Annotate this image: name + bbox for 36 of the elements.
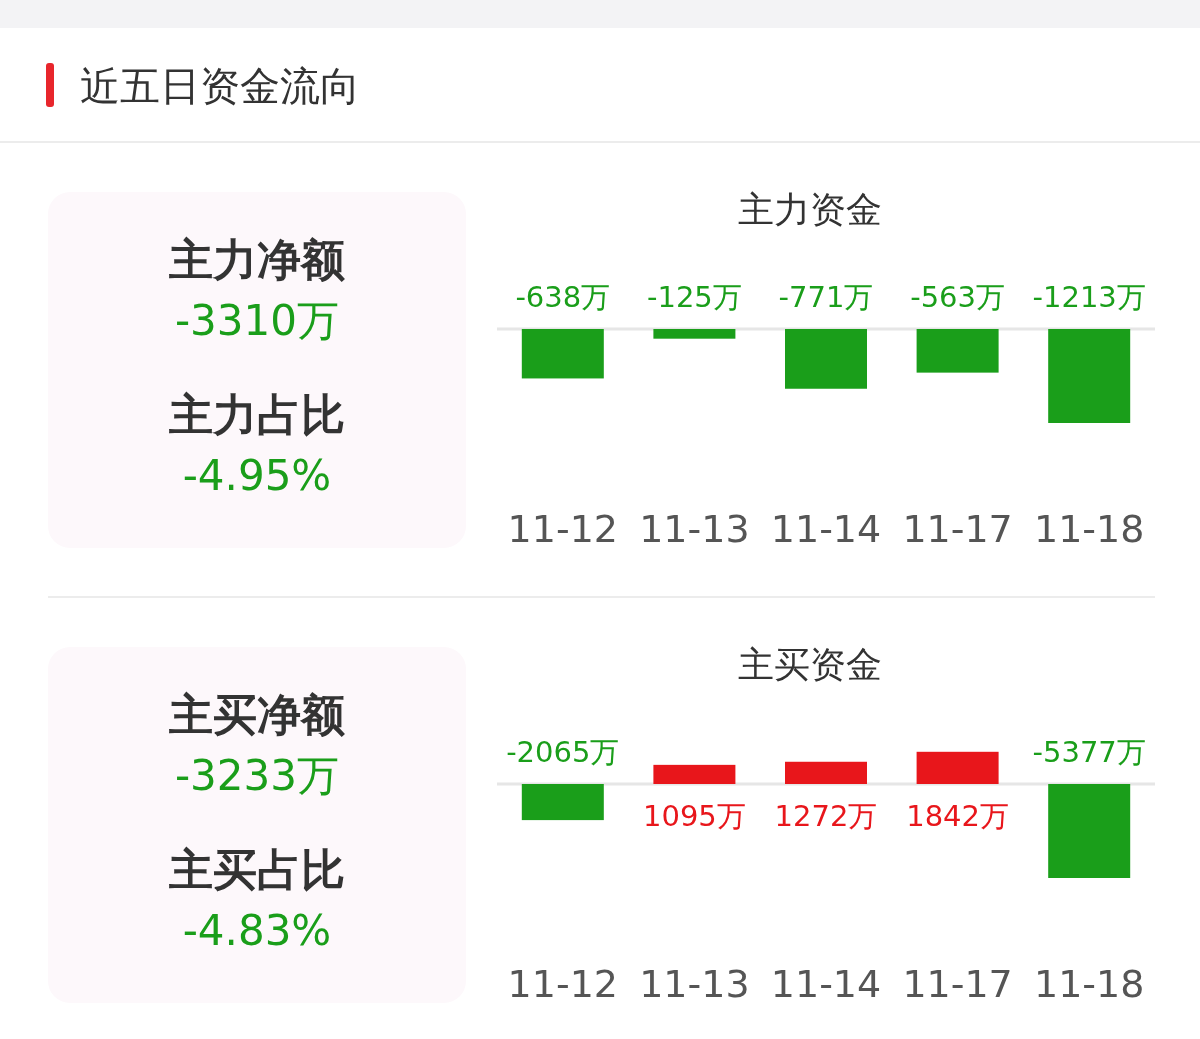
chart-title: 主买资金 bbox=[738, 644, 882, 685]
x-tick-label: 11-14 bbox=[770, 962, 882, 1006]
text: -3310万 bbox=[174, 296, 340, 345]
text: -4.95% bbox=[182, 451, 332, 500]
data-label: 1095万 bbox=[642, 799, 746, 833]
data-label: -771万 bbox=[778, 280, 874, 314]
text: 主买净额 bbox=[168, 689, 345, 740]
text: 主买占比 bbox=[168, 844, 345, 895]
bar bbox=[916, 751, 999, 784]
data-label: -563万 bbox=[910, 280, 1006, 314]
bar bbox=[653, 764, 736, 784]
bar bbox=[521, 784, 604, 821]
data-label: -638万 bbox=[515, 280, 611, 314]
data-label: -125万 bbox=[646, 280, 742, 314]
bar bbox=[785, 761, 867, 784]
x-tick-label: 11-18 bbox=[1033, 962, 1145, 1006]
x-tick-label: 11-17 bbox=[902, 507, 1013, 551]
x-tick-label: 11-14 bbox=[770, 507, 882, 551]
x-tick-label: 11-18 bbox=[1033, 507, 1145, 551]
x-tick-label: 11-12 bbox=[507, 507, 619, 551]
x-tick-label: 11-17 bbox=[902, 962, 1013, 1006]
x-tick-label: 11-13 bbox=[639, 962, 750, 1006]
text: 近五日资金流向 bbox=[80, 63, 360, 109]
data-label: -5377万 bbox=[1032, 735, 1146, 769]
x-tick-label: 11-12 bbox=[507, 962, 619, 1006]
data-label: 1272万 bbox=[774, 799, 878, 833]
text: 主力净额 bbox=[168, 234, 345, 285]
chart-title: 主力资金 bbox=[738, 189, 882, 230]
x-tick-label: 11-13 bbox=[639, 507, 750, 551]
data-label: -2065万 bbox=[506, 735, 620, 769]
text: 主力占比 bbox=[168, 389, 345, 440]
data-label: -1213万 bbox=[1032, 280, 1146, 314]
text: -3233万 bbox=[174, 751, 340, 800]
bar bbox=[1048, 784, 1131, 878]
text: -4.83% bbox=[182, 906, 332, 955]
data-label: 1842万 bbox=[906, 799, 1010, 833]
